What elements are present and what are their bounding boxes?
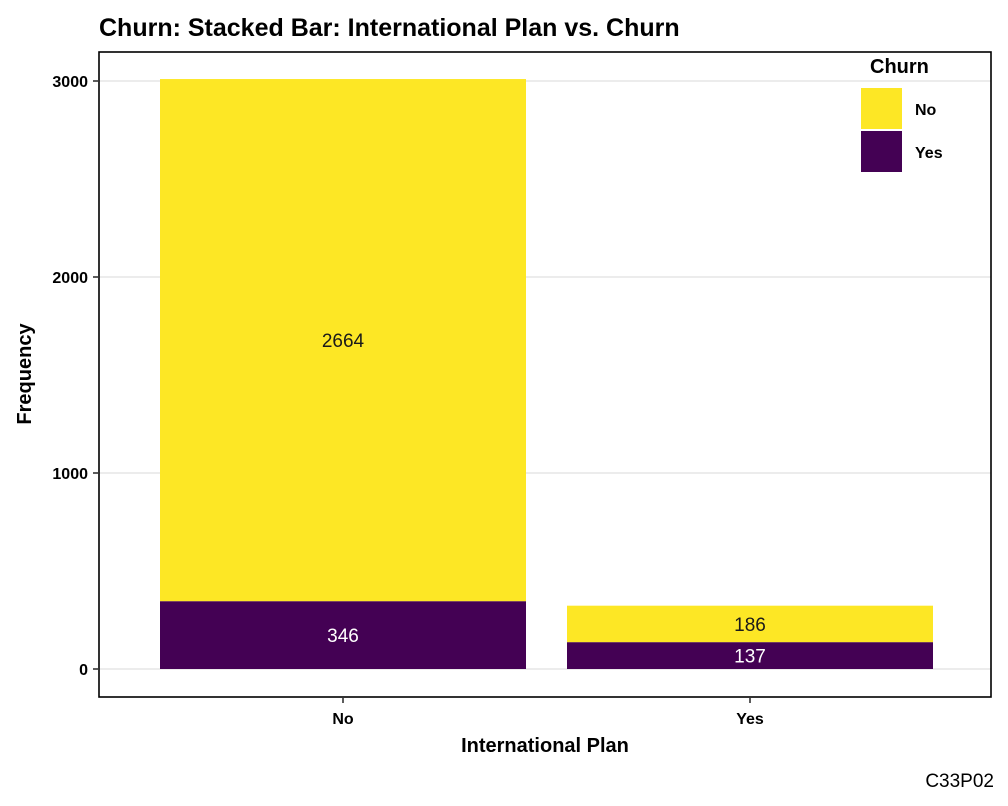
legend-items: No Yes: [861, 88, 943, 172]
bar-no-yes: [160, 601, 526, 669]
bar-label-no-no: 2664: [322, 331, 365, 352]
bar-yes-yes: [567, 642, 933, 669]
legend-label-yes: Yes: [915, 145, 943, 162]
x-tick-label: No: [332, 711, 354, 728]
bars: [160, 79, 933, 669]
x-tick-label: Yes: [736, 711, 764, 728]
y-tick-label: 0: [79, 662, 88, 679]
chart-title: Churn: Stacked Bar: International Plan v…: [99, 14, 680, 42]
y-tick-label: 3000: [52, 74, 88, 91]
legend-key-yes: [861, 131, 902, 172]
x-axis: No Yes: [332, 697, 764, 728]
legend-label-no: No: [915, 102, 937, 119]
y-axis: 0 1000 2000 3000: [52, 74, 99, 679]
bar-yes-no: [567, 605, 933, 643]
plot-border: [98, 51, 992, 698]
caption: C33P02: [925, 771, 994, 792]
legend-key-no: [861, 88, 902, 129]
bar-labels: 346 2664 137 186: [322, 331, 766, 667]
bar-label-yes-yes: 137: [734, 647, 766, 668]
bar-label-yes-no: 186: [734, 615, 766, 636]
x-axis-title: International Plan: [461, 735, 629, 757]
legend: Churn No Yes: [861, 56, 943, 172]
y-tick-label: 1000: [52, 466, 88, 483]
y-tick-label: 2000: [52, 270, 88, 287]
bar-no-no: [160, 79, 526, 602]
bar-label-no-yes: 346: [327, 626, 359, 647]
y-axis-title: Frequency: [14, 323, 36, 425]
legend-title: Churn: [870, 56, 929, 78]
